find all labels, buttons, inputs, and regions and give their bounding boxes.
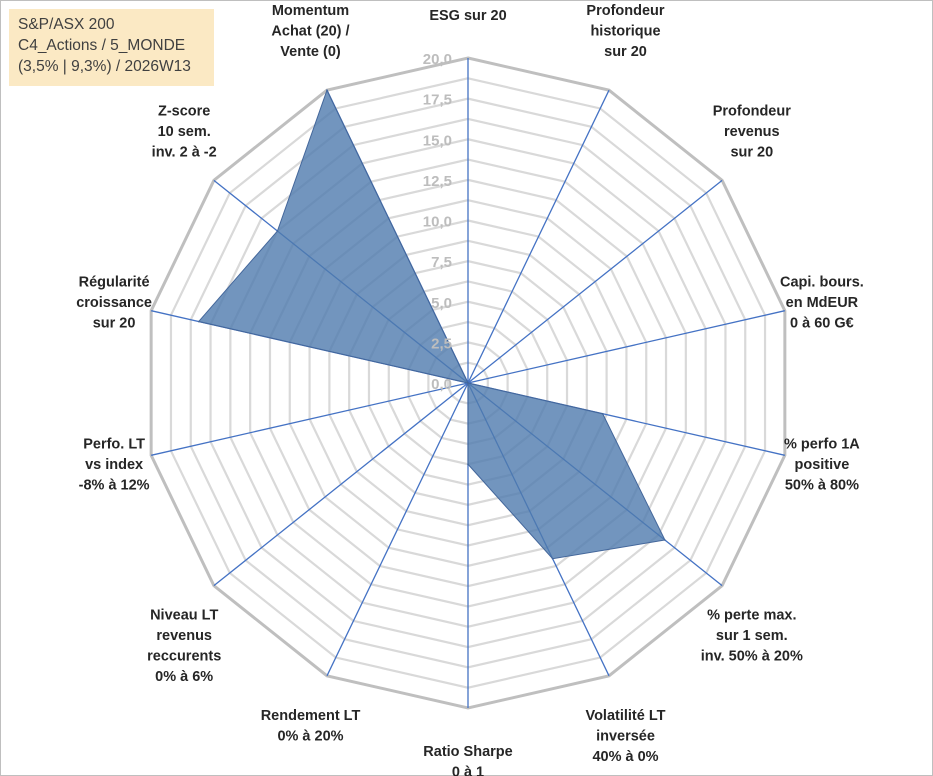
category-label: Profondeur	[586, 3, 664, 19]
spoke	[467, 89, 610, 384]
data-point	[197, 320, 200, 323]
tick-label: 17,5	[423, 92, 452, 109]
spoke	[151, 382, 469, 456]
data-point	[467, 382, 469, 384]
data-point	[276, 230, 279, 232]
category-label: Profondeur	[713, 104, 791, 120]
info-box: S&P/ASX 200 C4_Actions / 5_MONDE (3,5% |…	[9, 9, 214, 86]
category-label: en MdEUR	[786, 295, 859, 311]
category-label: Capi. bours.	[780, 275, 864, 291]
category-label: Note	[452, 0, 484, 4]
category-label: 0% à 20%	[277, 729, 343, 745]
category-label: sur 20	[604, 44, 647, 60]
category-label: Perfo. LT	[83, 436, 145, 452]
spoke	[467, 310, 785, 384]
tick-label: 2,5	[431, 335, 452, 352]
category-label: 40% à 0%	[592, 749, 658, 765]
data-point	[664, 539, 666, 541]
data-point	[326, 89, 328, 91]
tick-label: 20,0	[423, 51, 452, 68]
category-label: revenus	[724, 124, 780, 140]
category-label: croissance	[76, 295, 152, 311]
category-label: Ratio Sharpe	[423, 744, 512, 760]
category-label: Volatilité LT	[585, 708, 665, 724]
tick-label: 15,0	[423, 132, 452, 149]
category-label: Momentum	[272, 3, 349, 19]
category-label: Z-score	[158, 104, 210, 120]
category-label: Régularité	[79, 275, 150, 291]
category-label: inv. 2 à -2	[152, 145, 217, 161]
radar-tick-labels: 0,0 2,5 5,0 7,5 10,0 12,5 15,0 17,5 20,0	[423, 51, 452, 393]
tick-label: 0,0	[431, 376, 452, 393]
info-line-index: S&P/ASX 200	[18, 16, 115, 33]
category-label: Vente (0)	[280, 44, 341, 60]
tick-label: 5,0	[431, 295, 452, 312]
tick-label: 7,5	[431, 254, 452, 271]
data-point	[551, 557, 554, 560]
tick-label: 12,5	[423, 173, 452, 190]
category-label: positive	[795, 457, 850, 473]
category-label: sur 20	[730, 145, 773, 161]
category-label: ESG sur 20	[429, 8, 506, 24]
category-label: Rendement LT	[261, 708, 361, 724]
tick-label: 10,0	[423, 214, 452, 231]
radar-series	[197, 88, 666, 560]
category-label: reccurents	[147, 648, 221, 664]
category-label: % perte max.	[707, 607, 796, 623]
category-label: -8% à 12%	[79, 477, 150, 493]
spoke	[213, 382, 469, 587]
category-label: sur 20	[93, 316, 136, 332]
category-label: sur 1 sem.	[716, 628, 788, 644]
category-label: revenus	[156, 628, 212, 644]
radar-category-labels: Note ESG sur 20 Profondeur historique sur 20…	[76, 0, 864, 776]
category-label: 0 à 60 G€	[790, 316, 854, 332]
category-label: 50% à 80%	[785, 477, 859, 493]
category-label: % perfo 1A	[784, 436, 860, 452]
category-label: historique	[590, 23, 660, 39]
category-label: Niveau LT	[150, 607, 218, 623]
category-label: Achat (20) /	[271, 23, 349, 39]
info-line-category: C4_Actions / 5_MONDE	[18, 37, 186, 54]
category-label: 10 sem.	[158, 124, 211, 140]
spoke	[326, 382, 469, 677]
category-label: vs index	[85, 457, 143, 473]
spoke	[467, 179, 723, 384]
category-label: 0% à 6%	[155, 669, 213, 685]
category-label: inv. 50% à 20%	[701, 648, 803, 664]
category-label: 0 à 1	[452, 765, 484, 776]
info-line-period: (3,5% | 9,3%) / 2026W13	[18, 58, 191, 75]
category-label: inversée	[596, 729, 655, 745]
data-point	[467, 463, 469, 466]
series-area	[197, 88, 666, 560]
data-point	[601, 412, 604, 415]
